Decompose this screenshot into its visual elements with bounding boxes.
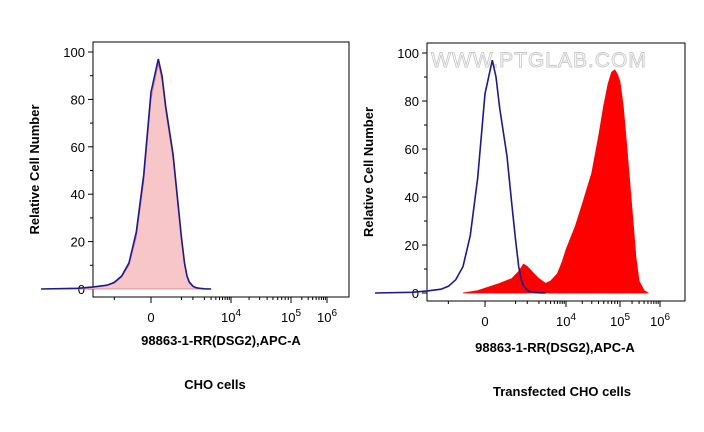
x-tick-label: 0 — [481, 314, 488, 329]
x-tick-base: 10 — [610, 314, 624, 329]
panel-caption: CHO cells — [184, 377, 245, 392]
x-tick-exponent: 5 — [295, 308, 301, 319]
histogram-filled-series-1 — [40, 63, 212, 290]
y-tick-label: 80 — [71, 92, 85, 107]
plot-frame — [92, 41, 350, 298]
x-tick-base: 10 — [317, 310, 331, 325]
y-tick-label: 40 — [71, 187, 85, 202]
x-tick-exponent: 4 — [235, 308, 241, 319]
x-tick-exponent: 5 — [624, 312, 630, 323]
x-tick-label: 106 — [317, 308, 337, 325]
histogram-line-series-2 — [374, 60, 546, 294]
x-tick-exponent: 6 — [664, 312, 670, 323]
y-tick-label: 20 — [71, 235, 85, 250]
y-tick-label: 0 — [412, 286, 419, 301]
x-tick-label: 0 — [147, 310, 154, 325]
y-tick-label: 20 — [405, 238, 419, 253]
x-tick-label: 104 — [221, 308, 241, 325]
y-tick-label: 100 — [63, 45, 85, 60]
x-tick-base: 10 — [221, 310, 235, 325]
y-tick-label: 60 — [71, 140, 85, 155]
panel-caption: Transfected CHO cells — [493, 384, 631, 399]
x-tick-exponent: 6 — [331, 308, 337, 319]
y-tick-label: 0 — [78, 282, 85, 297]
y-tick-label: 100 — [397, 46, 419, 61]
y-axis-label: Relative Cell Number — [361, 107, 376, 237]
y-tick-label: 80 — [405, 94, 419, 109]
x-axis-label: 98863-1-RR(DSG2),APC-A — [141, 333, 301, 348]
x-tick-base: 10 — [650, 314, 664, 329]
x-tick-label: 104 — [556, 312, 576, 329]
y-axis-label: Relative Cell Number — [27, 104, 42, 234]
x-tick-label: 105 — [281, 308, 301, 325]
x-tick-base: 10 — [281, 310, 295, 325]
x-tick-label: 106 — [650, 312, 670, 329]
x-tick-label: 105 — [610, 312, 630, 329]
plot-frame — [426, 42, 686, 302]
x-tick-base: 10 — [556, 314, 570, 329]
histogram-line-series-2 — [40, 58, 212, 290]
histogram-filled-series-1 — [462, 69, 650, 294]
y-tick-label: 40 — [405, 190, 419, 205]
y-tick-label: 60 — [405, 142, 419, 157]
x-axis-label: 98863-1-RR(DSG2),APC-A — [475, 340, 635, 355]
x-tick-exponent: 4 — [570, 312, 576, 323]
watermark-text: WWW.PTGLAB.COM — [431, 49, 647, 72]
